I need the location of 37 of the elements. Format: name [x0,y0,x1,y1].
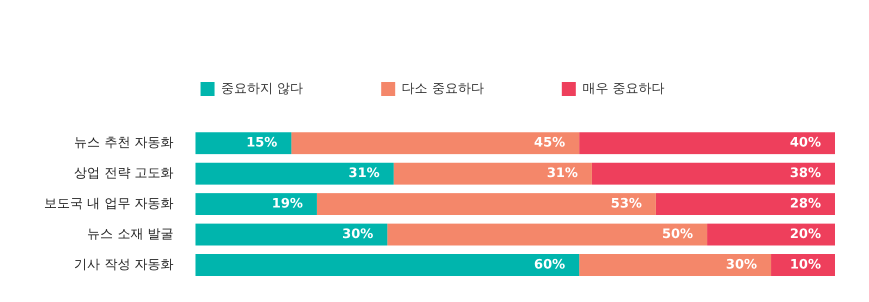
bar [291,132,580,154]
data-label: 45% [534,136,566,151]
bar [592,162,835,185]
bar [195,224,388,246]
bar [387,224,708,246]
data-label: 30% [342,226,374,242]
legend-label: 매우 중요하다 [582,81,664,96]
data-label: 10% [790,257,821,272]
data-label: 50% [662,226,694,242]
data-label: 15% [246,136,278,151]
bar [656,193,835,216]
y-tick-label: 상업 전략 고도화 [74,166,174,182]
y-tick-label: 기사 작성 자동화 [74,257,174,272]
bar [195,162,394,185]
bar [707,224,835,246]
data-label: 30% [726,257,758,272]
data-label: 20% [790,226,821,242]
y-tick-label: 보도국 내 업무 자동화 [44,196,174,212]
y-tick-label: 뉴스 소재 발굴 [87,226,174,242]
data-label: 38% [790,166,821,182]
bar [394,162,592,185]
data-label: 19% [272,196,303,212]
data-label: 31% [348,166,380,182]
legend-label: 중요하지 않다 [221,81,304,96]
bar [195,254,580,276]
y-tick-label: 뉴스 추천 자동화 [74,136,174,151]
bar [579,132,835,154]
data-label: 60% [534,257,566,272]
data-label: 53% [610,196,642,212]
legend-label: 다소 중요하다 [402,81,484,96]
bar [195,193,317,216]
data-label: 40% [790,136,821,151]
data-label: 31% [546,166,578,182]
bar [579,254,772,276]
bar [195,132,292,154]
data-label: 28% [790,196,821,212]
bar [316,193,656,216]
